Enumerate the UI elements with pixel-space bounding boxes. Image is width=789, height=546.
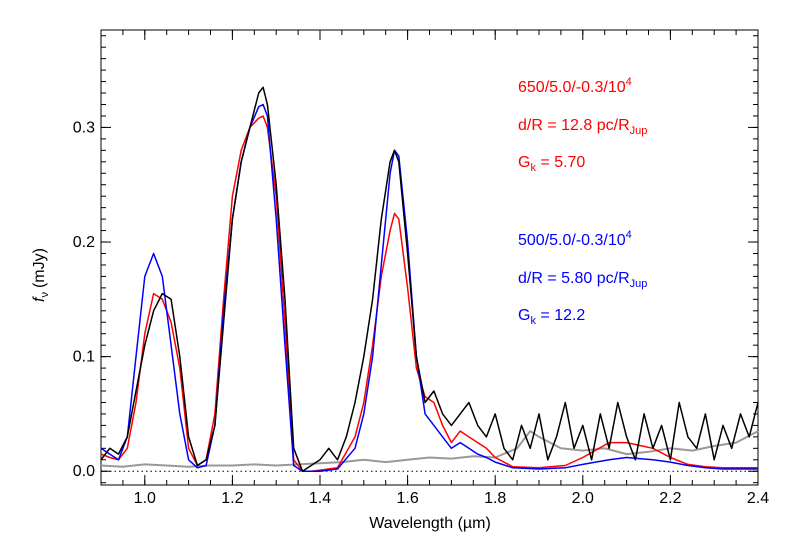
annotation-blue-line3-sub: k: [530, 315, 536, 327]
annotation-blue-line3: Gk = 12.2: [518, 307, 585, 327]
x-tick-label: 1.4: [309, 490, 331, 507]
plot-frame: [100, 29, 759, 486]
y-tick-label: 0.3: [73, 119, 95, 136]
annotation-red-line3-main: G: [518, 154, 530, 171]
x-tick-label: 1.8: [484, 490, 506, 507]
series-line-model_650: [100, 115, 758, 472]
x-tick-label: 2.2: [659, 490, 681, 507]
annotation-red-line2-sub: Jup: [630, 125, 648, 137]
annotation-blue-line1: 500/5.0/-0.3/104: [518, 229, 632, 249]
y-axis-label-unit: (mJy): [31, 248, 48, 288]
y-tick-label: 0.0: [73, 463, 95, 480]
annotation-red-line2-main: d/R = 12.8 pc/R: [518, 117, 630, 134]
y-axis-label-main: f: [31, 296, 48, 302]
annotation-blue-line2: d/R = 5.80 pc/RJup: [518, 270, 647, 290]
annotation-red-line1: 650/5.0/-0.3/104: [518, 76, 632, 96]
ticks: 1.0 1.2 1.4 1.6 1.8 2.0 2.2 2.4 0.0 0.1 0.2 0.3: [73, 30, 769, 507]
series-line-observed: [100, 86, 759, 472]
annotation-blue-line1-main: 500/5.0/-0.3/10: [518, 232, 626, 249]
annotation-blue-line3-rest: = 12.2: [536, 307, 585, 324]
annotation-red-line1-sup: 4: [626, 76, 632, 88]
series-group: [100, 86, 759, 472]
x-tick-label: 1.6: [396, 490, 418, 507]
annotation-red-line3: Gk = 5.70: [518, 154, 585, 174]
annotation-blue: 500/5.0/-0.3/104 d/R = 5.80 pc/RJup Gk =…: [518, 229, 647, 327]
annotation-blue-line2-sub: Jup: [630, 278, 648, 290]
x-tick-label: 1.2: [221, 490, 243, 507]
y-axis-label-sub: ν: [39, 292, 51, 298]
y-tick-label: 0.2: [73, 234, 95, 251]
series-line-model_500: [100, 103, 758, 472]
annotation-red: 650/5.0/-0.3/104 d/R = 12.8 pc/RJup Gk =…: [518, 76, 647, 174]
x-axis-label: Wavelength (µm): [369, 515, 491, 532]
y-axis-label: fν (mJy): [31, 248, 51, 302]
annotation-blue-line2-main: d/R = 5.80 pc/R: [518, 270, 630, 287]
annotation-red-line3-sub: k: [530, 162, 536, 174]
series-line-noise: [100, 430, 759, 468]
x-tick-label: 1.0: [134, 490, 156, 507]
annotation-red-line1-main: 650/5.0/-0.3/10: [518, 79, 626, 96]
x-tick-label: 2.0: [572, 490, 594, 507]
y-tick-label: 0.1: [73, 349, 95, 366]
x-tick-label: 2.4: [747, 490, 769, 507]
axes-frame: [100, 29, 759, 486]
annotation-red-line3-rest: = 5.70: [536, 154, 585, 171]
annotation-blue-line1-sup: 4: [626, 229, 632, 241]
annotation-red-line2: d/R = 12.8 pc/RJup: [518, 117, 647, 137]
annotation-blue-line3-main: G: [518, 307, 530, 324]
